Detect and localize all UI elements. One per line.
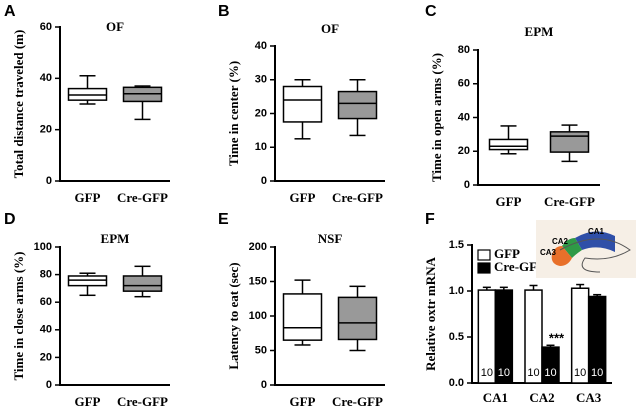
x-tick-label: GFP	[75, 190, 101, 205]
box	[549, 131, 590, 153]
x-tick-label: CA1	[483, 390, 508, 405]
box	[337, 90, 378, 120]
panel-letter: F	[425, 211, 435, 228]
y-tick-label: 40	[40, 72, 52, 84]
y-tick-label: 20	[255, 107, 267, 119]
y-axis-label: Time in close arms (%)	[11, 251, 26, 380]
bar	[587, 295, 607, 384]
chart-title: NSF	[318, 231, 343, 246]
x-tick-label: CA3	[576, 390, 602, 405]
y-tick-label: 80	[458, 44, 470, 56]
y-tick-label: 10	[255, 141, 267, 153]
bar	[494, 289, 514, 384]
x-tick-label: Cre-GFP	[117, 394, 168, 406]
y-tick-label: 20	[40, 351, 52, 363]
x-tick-label: Cre-GFP	[332, 394, 383, 406]
y-tick-label: 150	[249, 275, 267, 287]
y-tick-label: 0.5	[449, 331, 464, 343]
inset-ca1	[575, 231, 615, 252]
legend-swatch	[477, 249, 491, 261]
sample-size: 10	[591, 367, 603, 379]
annotation: ***	[549, 331, 565, 346]
box	[282, 85, 323, 123]
sample-size: 10	[498, 367, 510, 379]
inset-label: CA2	[552, 237, 569, 246]
panel-letter: A	[4, 3, 16, 20]
y-tick-label: 20	[458, 145, 470, 157]
y-tick-label: 200	[249, 241, 267, 253]
y-axis-label: Time in open arms (%)	[429, 53, 444, 182]
y-tick-label: 100	[34, 241, 52, 253]
y-tick-label: 0	[46, 175, 52, 187]
box	[282, 293, 323, 341]
x-tick-label: GFP	[75, 394, 101, 406]
panel-letter: C	[425, 3, 437, 20]
chart-title: OF	[321, 21, 339, 36]
y-tick-label: 50	[255, 344, 267, 356]
inset-bg	[536, 220, 636, 278]
x-tick-label: Cre-GFP	[117, 190, 168, 205]
y-tick-label: 0	[46, 379, 52, 391]
sample-size: 10	[481, 367, 493, 379]
bar	[524, 289, 543, 384]
panel-letter: D	[4, 211, 16, 228]
y-tick-label: 20	[40, 124, 52, 136]
inset-label: CA3	[540, 248, 557, 257]
x-tick-label: Cre-GFP	[544, 194, 595, 209]
y-tick-label: 0.0	[449, 377, 464, 389]
y-tick-label: 0	[464, 179, 470, 191]
y-tick-label: 30	[255, 74, 267, 86]
y-tick-label: 60	[40, 296, 52, 308]
box	[122, 275, 163, 292]
chart-title: EPM	[101, 231, 130, 246]
y-axis-label: Latency to eat (sec)	[226, 262, 241, 369]
x-tick-label: CA2	[529, 390, 554, 405]
y-axis-label: Total distance traveled (m)	[11, 30, 26, 179]
y-tick-label: 60	[40, 21, 52, 33]
inset-outline	[559, 238, 631, 273]
box	[488, 138, 529, 151]
sample-size: 10	[527, 367, 539, 379]
y-tick-label: 100	[249, 310, 267, 322]
chart-title: EPM	[525, 24, 554, 39]
y-tick-label: 1.0	[449, 285, 464, 297]
box	[337, 296, 378, 341]
y-axis-label: Relative oxtr mRNA	[423, 256, 438, 370]
x-tick-label: GFP	[290, 190, 316, 205]
panel-letter: E	[218, 211, 229, 228]
legend-label: Cre-GFP	[494, 259, 545, 274]
x-tick-label: Cre-GFP	[332, 190, 383, 205]
panel-letter: B	[218, 3, 230, 20]
y-tick-label: 40	[40, 324, 52, 336]
y-tick-label: 80	[40, 269, 52, 281]
y-tick-label: 0	[261, 379, 267, 391]
sample-size: 10	[544, 367, 556, 379]
chart-title: OF	[106, 19, 124, 34]
x-tick-label: GFP	[496, 194, 522, 209]
legend-swatch	[477, 262, 491, 274]
y-tick-label: 60	[458, 78, 470, 90]
y-axis-label: Time in center (%)	[226, 61, 241, 166]
y-tick-label: 40	[458, 111, 470, 123]
sample-size: 10	[574, 367, 586, 379]
y-tick-label: 0	[261, 175, 267, 187]
inset-label: CA1	[588, 227, 605, 236]
y-tick-label: 1.5	[449, 239, 464, 251]
bar	[541, 346, 560, 384]
y-tick-label: 40	[255, 40, 267, 52]
inset-ca3	[551, 246, 572, 266]
x-tick-label: GFP	[290, 394, 316, 406]
legend-label: GFP	[494, 246, 520, 261]
